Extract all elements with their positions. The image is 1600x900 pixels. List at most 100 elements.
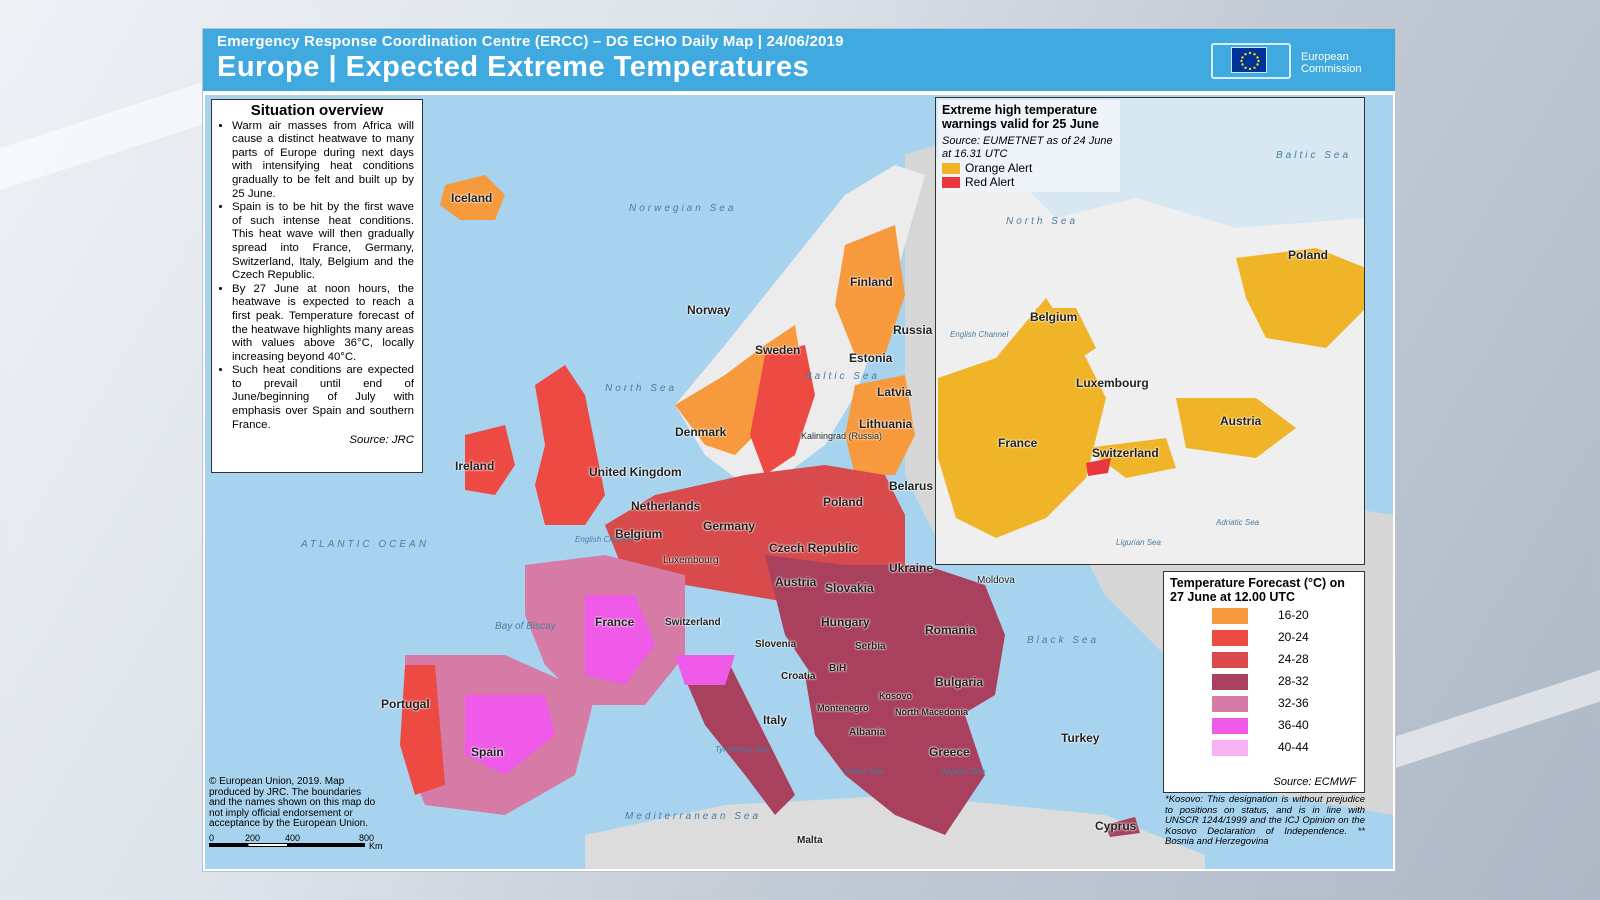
country-label: Latvia <box>877 385 912 399</box>
country-label: Finland <box>850 275 893 289</box>
overview-bullet: By 27 June at noon hours, the heatwave i… <box>232 283 414 365</box>
legend-row: 32-36 <box>1170 692 1358 714</box>
forecast-france-hot <box>585 595 655 685</box>
sea-label: North Sea <box>605 383 678 394</box>
warning-inset-map: Extreme high temperature warnings valid … <box>935 97 1365 565</box>
country-label: Turkey <box>1061 731 1100 745</box>
legend-row: 40-44 <box>1170 736 1358 758</box>
forecast-balkans <box>805 675 985 835</box>
overview-heading: Situation overview <box>250 102 384 119</box>
country-label: Serbia <box>855 641 886 652</box>
inset-swiss-red <box>1086 458 1111 476</box>
country-label: Kosovo <box>879 691 913 701</box>
temperature-legend: Temperature Forecast (°C) on 27 June at … <box>1163 571 1365 793</box>
legend-row: 16-20 <box>1170 604 1358 626</box>
sea-label: Ionian Sea <box>845 767 884 776</box>
country-label: Moldova <box>977 575 1015 586</box>
legend-swatch <box>1212 674 1248 690</box>
legend-label: 24-28 <box>1278 652 1309 666</box>
legend-source: Source: ECMWF <box>1273 776 1356 788</box>
legend-swatch <box>1212 696 1248 712</box>
inset-sea-label: Ligurian Sea <box>1116 538 1161 547</box>
inset-austria-alert <box>1176 398 1296 458</box>
inset-sea-label: Adriatic Sea <box>1216 518 1260 527</box>
inset-country-label: France <box>998 436 1038 450</box>
legend-row: 28-32 <box>1170 670 1358 692</box>
orange-swatch <box>942 163 960 175</box>
map-header: Emergency Response Coordination Centre (… <box>203 29 1395 91</box>
legend-swatch <box>1212 740 1248 756</box>
background-streak <box>0 80 220 200</box>
forecast-sweden <box>750 345 815 475</box>
country-label: Iceland <box>451 191 493 205</box>
legend-label: 28-32 <box>1278 674 1309 688</box>
legend-label: 36-40 <box>1278 718 1309 732</box>
country-label: North Macedonia <box>895 707 969 717</box>
forecast-spain-hot <box>465 695 555 775</box>
inset-legend-item: Orange Alert <box>942 161 1116 175</box>
country-label: Greece <box>929 745 970 759</box>
inset-heading: Extreme high temperature warnings valid … <box>942 103 1099 131</box>
country-label: Lithuania <box>859 417 913 431</box>
logo-text-line1: European <box>1301 51 1349 63</box>
overview-bullet: Such heat conditions are expected to pre… <box>232 364 414 432</box>
european-commission-logo: European Commission <box>1211 39 1381 83</box>
forecast-iceland <box>440 175 505 220</box>
forecast-finland <box>835 225 905 355</box>
inset-source: Source: EUMETNET as of 24 June at 16.31 … <box>942 135 1113 160</box>
country-label: Russia <box>893 323 933 337</box>
legend-label: 20-24 <box>1278 630 1309 644</box>
scale-label: 0 <box>209 833 215 843</box>
map-title: Europe | Expected Extreme Temperatures <box>217 51 810 83</box>
sea-label: English Channel <box>575 535 634 544</box>
country-label: Malta <box>797 835 823 846</box>
country-label: Norway <box>687 303 731 317</box>
inset-country-label: Switzerland <box>1092 446 1159 460</box>
inset-sea-label: Baltic Sea <box>1276 150 1352 161</box>
legend-swatch <box>1212 718 1248 734</box>
overview-source: Source: JRC <box>349 434 414 447</box>
sea-label: Norwegian Sea <box>629 203 737 214</box>
country-label: Ireland <box>455 459 495 473</box>
scale-label: 400 <box>285 833 301 843</box>
country-label: Hungary <box>821 615 870 629</box>
scale-label: Km <box>369 841 383 851</box>
country-label: Ukraine <box>889 561 934 575</box>
country-label: Belarus <box>889 479 934 493</box>
legend-label: 40-44 <box>1278 740 1309 754</box>
country-label: Portugal <box>381 697 430 711</box>
inset-country-label: Belgium <box>1030 310 1078 324</box>
scale-label: 800 <box>359 833 375 843</box>
inset-legend-item: Red Alert <box>942 175 1116 189</box>
logo-text-line2: Commission <box>1301 63 1362 75</box>
country-label: Poland <box>823 495 864 509</box>
inset-country-label: Austria <box>1220 414 1262 428</box>
map-frame: Emergency Response Coordination Centre (… <box>202 28 1396 872</box>
inset-belgium-alert <box>1036 308 1096 368</box>
background-streak <box>1381 660 1600 770</box>
country-label: Sweden <box>755 343 801 357</box>
copyright-note: © European Union, 2019. Map produced by … <box>209 776 376 829</box>
logo-building-icon <box>1211 43 1291 79</box>
country-label: France <box>595 615 635 629</box>
country-label: Slovakia <box>825 581 874 595</box>
europe-map: Iceland Norway Sweden Finland Russia Est… <box>205 95 1393 869</box>
inset-country-label: Poland <box>1288 248 1329 262</box>
sea-label: Aegean Sea <box>941 767 986 776</box>
sea-label: Mediterranean Sea <box>625 811 762 822</box>
legend-row: 24-28 <box>1170 648 1358 670</box>
land-africa <box>585 795 1205 869</box>
sea-label: Baltic Sea <box>805 371 881 382</box>
legend-heading: Temperature Forecast (°C) on 27 June at … <box>1170 576 1345 604</box>
country-label: Italy <box>763 713 788 727</box>
overview-bullet: Spain is to be hit by the first wave of … <box>232 201 414 283</box>
legend-row: 20-24 <box>1170 626 1358 648</box>
country-label: Switzerland <box>665 617 721 628</box>
legend-swatch <box>1212 630 1248 646</box>
legend-swatch <box>1212 652 1248 668</box>
country-label: United Kingdom <box>589 465 682 479</box>
sea-label: Bay of Biscay <box>495 621 556 632</box>
inset-country-label: Luxembourg <box>1076 376 1149 390</box>
country-label: Austria <box>775 575 817 589</box>
inset-legend-label: Orange Alert <box>965 161 1033 175</box>
